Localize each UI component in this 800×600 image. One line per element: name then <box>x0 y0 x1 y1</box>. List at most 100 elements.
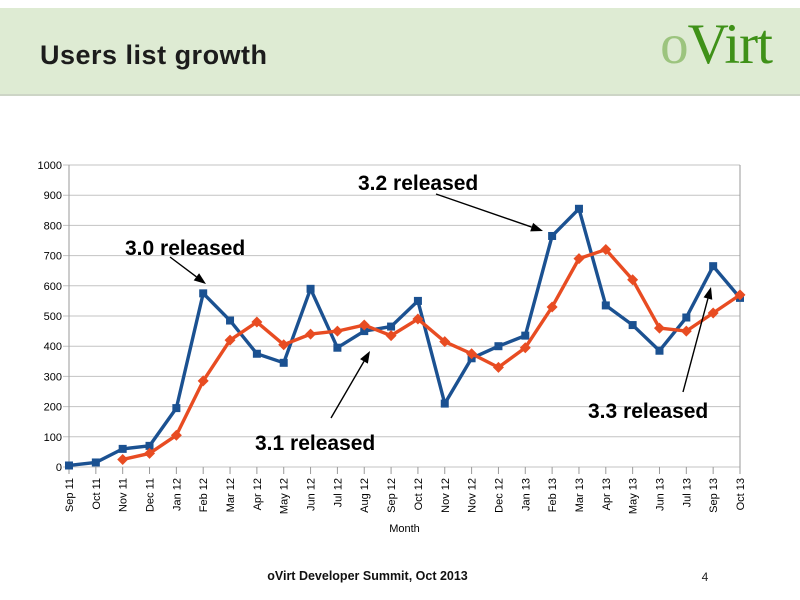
series-blue-marker <box>199 289 208 298</box>
y-axis-label: 500 <box>44 311 62 323</box>
y-axis-label: 900 <box>44 190 62 202</box>
series-red-marker <box>170 429 182 441</box>
series-blue-marker <box>145 441 154 450</box>
series-blue-marker <box>387 322 396 331</box>
x-axis-label: Apr 12 <box>252 478 264 510</box>
ovirt-logo: oVirt <box>660 13 773 77</box>
x-axis-label: Jul 12 <box>332 478 344 507</box>
x-axis-label: Jul 13 <box>681 478 693 507</box>
x-axis-title: Month <box>389 523 420 535</box>
annotation-arrowhead <box>193 273 206 284</box>
y-axis-label: 600 <box>44 281 62 293</box>
x-axis-label: Jan 13 <box>520 478 532 511</box>
y-axis-label: 400 <box>44 341 62 353</box>
series-blue-marker <box>521 331 530 340</box>
annotation-arrow-line <box>435 193 532 228</box>
x-axis-label: May 12 <box>279 478 291 514</box>
series-blue-marker <box>440 399 449 408</box>
series-red-marker <box>519 342 531 354</box>
x-axis-label: Nov 11 <box>118 478 130 512</box>
series-red-marker <box>439 336 451 348</box>
x-axis-label: Dec 12 <box>493 478 505 513</box>
series-red-marker <box>224 334 236 346</box>
series-red-marker <box>680 325 692 337</box>
annotation-arrowhead <box>530 222 543 232</box>
series-blue-line <box>67 207 742 468</box>
series-red-marker <box>197 375 209 387</box>
users-growth-chart: 0 100 200 300 400 500 600 700 800 900 1000 Sep 11 Oc… <box>38 160 747 535</box>
series-blue-marker <box>333 343 342 352</box>
series-blue-marker <box>91 458 100 467</box>
series-blue-marker <box>682 313 691 322</box>
series-red-marker <box>144 447 156 459</box>
ovirt-logo-o: o <box>660 13 688 76</box>
annotation-arrow-line <box>682 298 709 393</box>
series-red-marker <box>600 244 612 256</box>
x-axis-label: Sep 12 <box>386 478 398 513</box>
series-blue-marker <box>279 358 288 367</box>
series-blue-marker <box>226 316 235 325</box>
series-red-marker <box>358 319 370 331</box>
series-red-marker <box>385 330 397 342</box>
series-blue-marker <box>118 444 127 453</box>
x-axis-label: Dec 11 <box>145 478 157 512</box>
y-axis-label: 700 <box>44 251 62 263</box>
series-red-marker <box>627 274 639 286</box>
x-axis-label: Jun 13 <box>654 478 666 511</box>
y-axis-label: 300 <box>44 371 62 383</box>
x-axis-label: Feb 13 <box>547 478 559 512</box>
x-axis-label: May 13 <box>628 478 640 514</box>
series-blue-marker <box>413 296 422 305</box>
series-red-marker <box>573 253 585 265</box>
series-blue-marker <box>252 349 261 358</box>
series-blue-marker <box>628 321 637 330</box>
series-red-marker <box>117 453 129 465</box>
series-red-marker <box>412 313 424 325</box>
x-axis-label: Sep 13 <box>708 478 720 513</box>
y-axis-label: 0 <box>56 462 62 474</box>
x-axis-label: Nov 12 <box>440 478 452 513</box>
series-blue-marker <box>709 262 718 271</box>
y-axis-label: 200 <box>44 402 62 414</box>
x-axis-label: Nov 12 <box>467 478 479 513</box>
series-blue-marker <box>306 284 315 293</box>
x-axis-label: Oct 11 <box>91 478 103 510</box>
x-axis-label: Oct 12 <box>413 478 425 510</box>
series-blue-marker <box>65 461 73 470</box>
page-number: 4 <box>701 570 709 584</box>
header-band <box>0 8 800 96</box>
series-red-marker <box>707 307 719 319</box>
series-blue-marker <box>494 342 503 351</box>
x-axis-label: Feb 12 <box>198 478 210 512</box>
x-axis-label: Oct 13 <box>735 478 747 510</box>
annotation-text: 3.1 released <box>255 432 375 455</box>
series-blue-marker <box>601 301 610 310</box>
series-blue-marker <box>655 346 664 355</box>
series-red-line <box>120 247 742 462</box>
annotation-text: 3.3 released <box>588 400 708 423</box>
x-axis-label: Apr 13 <box>601 478 613 510</box>
series-blue-marker <box>360 327 369 336</box>
series-red-marker <box>492 361 504 373</box>
x-axis-label: Jan 12 <box>171 478 183 511</box>
y-axis-label: 1000 <box>38 160 62 172</box>
annotation-text: 3.2 released <box>358 172 478 195</box>
x-axis-label: Mar 12 <box>225 478 237 512</box>
x-axis-label: Sep 11 <box>64 478 76 512</box>
series-red-marker <box>251 316 263 328</box>
series-red-marker <box>305 328 317 340</box>
series-red-marker <box>278 339 290 351</box>
series-red-marker <box>466 348 478 360</box>
series-red-marker <box>546 301 558 313</box>
x-axis-label: Mar 13 <box>574 478 586 512</box>
series-red-marker <box>734 289 746 301</box>
series-red-marker <box>331 325 343 337</box>
footer-text: oVirt Developer Summit, Oct 2013 <box>267 569 468 583</box>
annotation-arrow-line <box>169 256 197 278</box>
annotation-arrow-line <box>330 361 365 419</box>
annotation-arrowhead <box>703 287 713 300</box>
y-axis-label: 800 <box>44 220 62 232</box>
ovirt-logo-virt: Virt <box>687 13 773 76</box>
series-blue-marker <box>574 204 583 213</box>
